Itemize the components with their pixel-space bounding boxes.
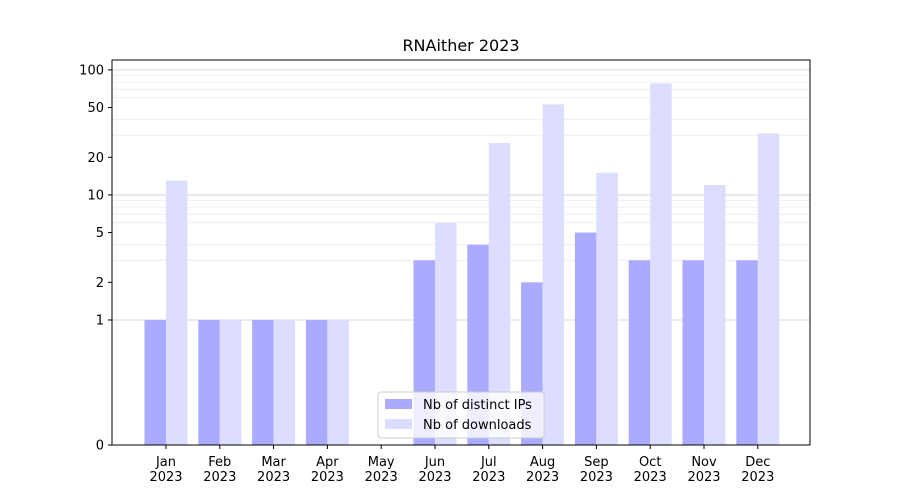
x-axis: Jan 2023 Feb 2023 Mar 2023 Apr 2023 May 2023 Jun 20…	[149, 445, 774, 485]
bar-downloads	[757, 133, 780, 445]
bar-distinct-ips	[736, 260, 758, 445]
bar-downloads	[219, 319, 242, 445]
bars-layer	[144, 83, 780, 445]
y-tick-label: 10	[87, 188, 104, 203]
y-tick-label: 50	[87, 101, 104, 116]
legend: Nb of distinct IPs Nb of downloads	[377, 391, 545, 439]
x-tick-label: Dec 2023	[741, 455, 774, 485]
x-tick-label: Feb 2023	[203, 455, 236, 485]
y-tick-label: 2	[96, 276, 104, 291]
bar-distinct-ips	[198, 319, 220, 445]
bar-distinct-ips	[305, 319, 328, 445]
y-tick-label: 5	[96, 226, 104, 241]
x-tick-label: Sep 2023	[580, 455, 613, 485]
legend-swatch	[385, 419, 412, 429]
bar-downloads	[435, 222, 457, 445]
x-tick-label: Apr 2023	[311, 455, 344, 485]
x-tick-label: Jan 2023	[149, 455, 182, 485]
y-tick-label: 0	[96, 439, 104, 454]
y-axis: 0 1 2 5 10 20 50 100	[79, 63, 112, 454]
bar-distinct-ips	[144, 319, 166, 445]
y-tick-label: 1	[96, 313, 104, 328]
bar-distinct-ips	[252, 319, 274, 445]
y-tick-label: 100	[79, 63, 104, 78]
bar-downloads	[650, 83, 672, 445]
legend-label: Nb of downloads	[423, 418, 532, 433]
y-tick-label: 20	[87, 151, 104, 166]
plot-frame	[111, 59, 811, 446]
x-tick-label: Nov 2023	[687, 455, 720, 485]
chart-title: RNAither 2023	[402, 36, 519, 55]
bar-downloads	[542, 104, 565, 445]
legend-swatch	[385, 399, 412, 409]
bar-downloads	[596, 172, 618, 445]
bar-downloads	[327, 319, 349, 445]
bar-downloads	[488, 143, 511, 445]
x-tick-label: Mar 2023	[257, 455, 290, 485]
bar-distinct-ips	[682, 260, 704, 445]
legend-label: Nb of distinct IPs	[423, 398, 532, 413]
bar-downloads	[273, 319, 296, 445]
bar-distinct-ips	[628, 260, 651, 445]
bar-downloads	[704, 185, 726, 445]
bar-distinct-ips	[574, 232, 597, 445]
x-tick-label: Jul 2023	[472, 455, 505, 485]
x-tick-label: Jun 2023	[418, 455, 451, 485]
x-tick-label: May 2023	[365, 455, 398, 485]
legend-box	[377, 391, 545, 439]
x-tick-label: Aug 2023	[526, 455, 559, 485]
bar-downloads	[166, 180, 188, 445]
x-tick-label: Oct 2023	[634, 455, 667, 485]
